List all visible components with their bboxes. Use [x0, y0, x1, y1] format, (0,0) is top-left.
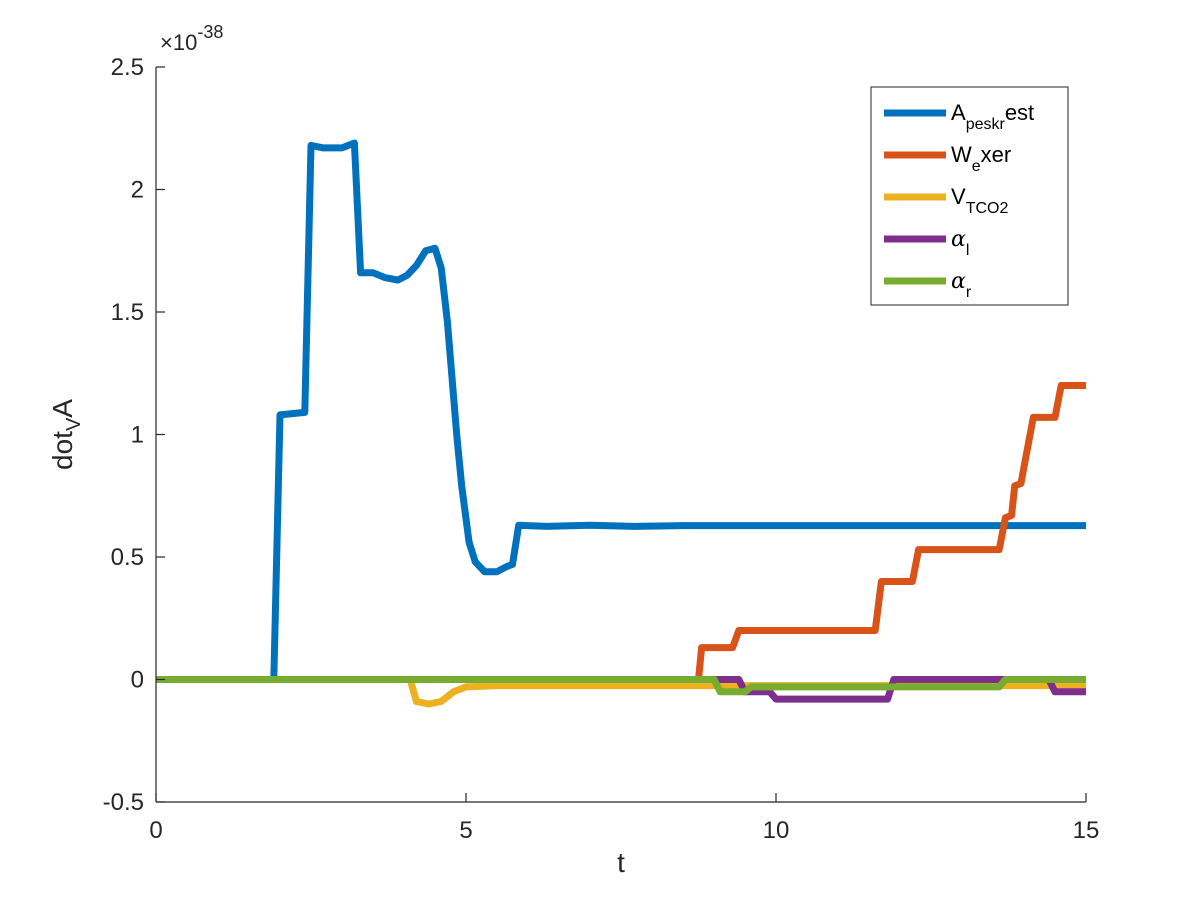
series-line-5 [156, 676, 1086, 696]
legend-label-1: Apeskrest [951, 100, 1034, 133]
series-line-4 [156, 676, 1086, 703]
y-tick-label: 0.5 [111, 544, 144, 571]
y-axis-label: dotVA [47, 399, 85, 470]
x-tick-label: 15 [1073, 817, 1100, 844]
y-tick-label: 1 [131, 422, 144, 449]
y-tick-label: 1.5 [111, 299, 144, 326]
x-axis-label: t [617, 847, 625, 878]
series-line-3 [156, 676, 1086, 708]
x-tick-label: 5 [459, 817, 472, 844]
legend-label-4: αl [951, 227, 969, 259]
x-tick-label: 10 [763, 817, 790, 844]
y-axis-exponent: ×10-38 [160, 22, 223, 55]
series-line-1 [156, 139, 1086, 683]
series-layer [156, 139, 1086, 708]
y-tick-label: -0.5 [103, 789, 144, 816]
y-tick-label: 0 [131, 667, 144, 694]
legend: Apeskrest Wexer VTCO2 αl αr [870, 86, 1069, 306]
x-tick-label: 0 [149, 817, 162, 844]
legend-label-3: VTCO2 [951, 184, 1008, 217]
y-tick-label: 2 [131, 177, 144, 204]
series-line-2 [156, 382, 1086, 683]
y-tick-label: 2.5 [111, 54, 144, 81]
legend-label-5: αr [951, 269, 972, 301]
legend-label-2: Wexer [951, 142, 1011, 175]
